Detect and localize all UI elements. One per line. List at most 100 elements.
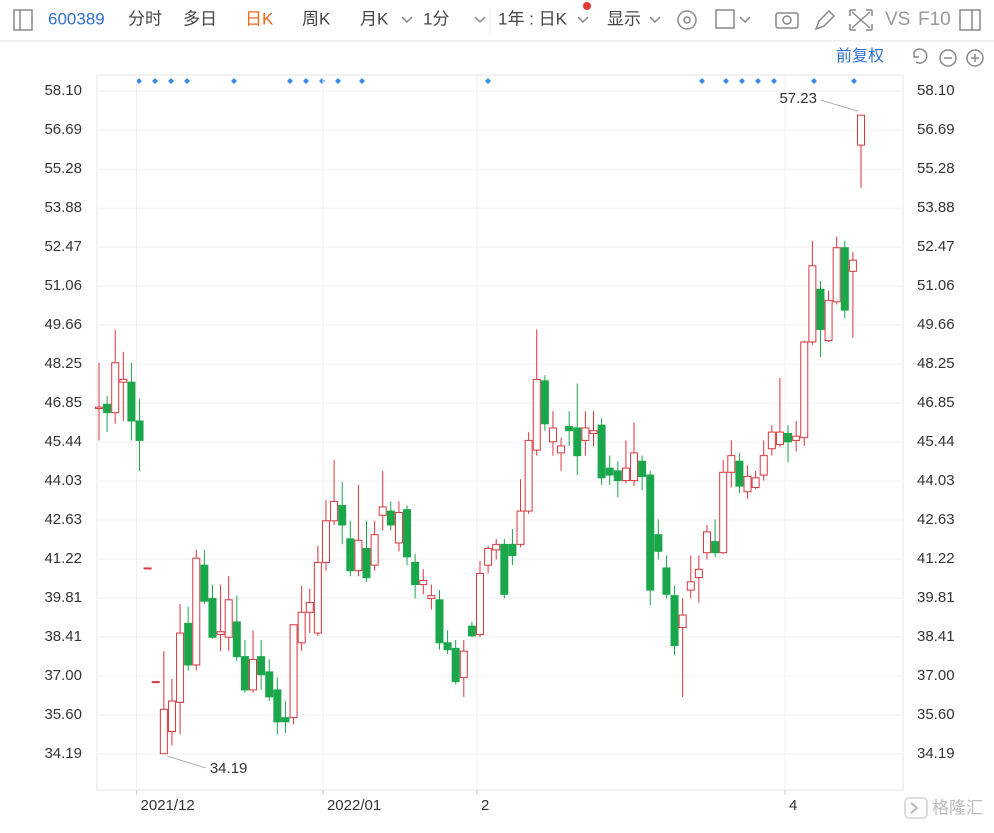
tab[interactable]: 1分 [423, 9, 449, 28]
candle-body [767, 431, 776, 450]
candle-body [516, 510, 525, 545]
y-tick-label: 46.85 [44, 394, 82, 411]
y2-tick-label: 55.28 [917, 160, 955, 177]
tab[interactable]: 周K [302, 9, 331, 28]
y-tick-label: 51.06 [44, 277, 82, 294]
candle-body [167, 700, 176, 733]
reset-icon[interactable] [913, 48, 928, 64]
max-label: 57.23 [779, 90, 817, 107]
candle-body [346, 538, 355, 572]
candle-body [119, 378, 128, 383]
candle-body [111, 362, 120, 414]
candle-body [484, 548, 493, 566]
zoom-out[interactable] [939, 49, 957, 67]
candle-body [297, 611, 306, 644]
notice-dot [583, 2, 591, 10]
candle-body [411, 561, 420, 586]
candle-body [232, 621, 241, 658]
candle-body [386, 510, 395, 526]
candle-body [419, 579, 428, 586]
y2-tick-label: 44.03 [917, 472, 955, 489]
candle-body [103, 403, 112, 414]
candle-body [95, 406, 103, 410]
candle-body [735, 460, 744, 487]
y2-tick-label: 52.47 [917, 238, 955, 255]
candle-body [427, 595, 436, 599]
camera-icon[interactable] [775, 12, 799, 29]
stock-code[interactable]: 600389 [48, 9, 105, 28]
tab[interactable]: 月K [360, 9, 389, 28]
tab-active[interactable]: 日K [245, 9, 274, 28]
y2-tick-label: 35.60 [917, 706, 955, 723]
watermark-text: 格隆汇 [932, 798, 983, 817]
candle-body [832, 247, 841, 303]
chevron [577, 16, 589, 24]
candle-body [589, 430, 598, 434]
panel-icon[interactable] [959, 9, 981, 31]
candle-body [443, 642, 452, 651]
candle-body [208, 597, 217, 638]
candle-body [613, 470, 622, 482]
y2-tick-label: 38.41 [917, 628, 955, 645]
draw-icon[interactable] [814, 9, 836, 31]
y-tick-label: 48.25 [44, 355, 82, 372]
y-tick-label: 52.47 [44, 238, 82, 255]
plot-frame [96, 74, 904, 791]
candle-body [289, 624, 298, 719]
candle-body [581, 427, 590, 441]
y-tick-label: 53.88 [44, 199, 82, 216]
candle-body [200, 564, 209, 602]
chevron [474, 16, 486, 24]
candle-body [654, 534, 663, 552]
sidebar-toggle[interactable] [13, 9, 33, 31]
candle-body [143, 567, 152, 570]
candle-body [240, 656, 249, 691]
candle-body [727, 455, 736, 473]
period-select[interactable]: 1年 : 日K [498, 9, 568, 28]
zoom-in[interactable] [966, 49, 984, 67]
candle-body [800, 341, 809, 439]
tab[interactable]: 多日 [183, 9, 217, 28]
candle-body [719, 471, 728, 554]
candle-body [824, 299, 833, 342]
y2-tick-label: 41.22 [917, 550, 955, 567]
candle-body [362, 548, 371, 579]
candle-body [816, 288, 825, 331]
candle-body [759, 455, 768, 476]
candle-body [662, 567, 671, 595]
x-tick-label: 2022/01 [327, 797, 381, 814]
y-tick-label: 44.03 [44, 472, 82, 489]
candle-body [702, 531, 711, 554]
display-menu[interactable]: 显示 [607, 9, 641, 28]
candle-body [378, 506, 387, 516]
adjust-menu[interactable]: 前复权 [836, 47, 884, 65]
chevron [739, 16, 751, 24]
candle-body [792, 435, 801, 441]
settings-icon[interactable] [677, 10, 697, 30]
y-tick-label: 58.10 [44, 82, 82, 99]
candle-body [638, 460, 647, 477]
candle-body [257, 656, 266, 676]
min-label: 34.19 [210, 760, 248, 777]
icon-part [683, 16, 691, 24]
y2-tick-label: 42.63 [917, 511, 955, 528]
chevron [401, 16, 413, 24]
vs-button[interactable]: VS [885, 9, 910, 30]
icon-part [971, 54, 979, 62]
tab[interactable]: 分时 [128, 9, 162, 28]
candle-body [840, 247, 849, 311]
f10-button[interactable]: F10 [918, 9, 951, 30]
candle-body [500, 543, 509, 595]
icon-part [782, 15, 792, 25]
y-tick-label: 42.63 [44, 511, 82, 528]
candle-body [605, 467, 614, 476]
y-tick-label: 45.44 [44, 433, 82, 450]
candle-body [184, 622, 193, 666]
y-tick-label: 39.81 [44, 589, 82, 606]
fullscreen-icon[interactable] [849, 9, 873, 31]
color-icon[interactable] [715, 9, 735, 29]
y2-tick-label: 34.19 [917, 745, 955, 762]
candle-body [370, 534, 379, 566]
